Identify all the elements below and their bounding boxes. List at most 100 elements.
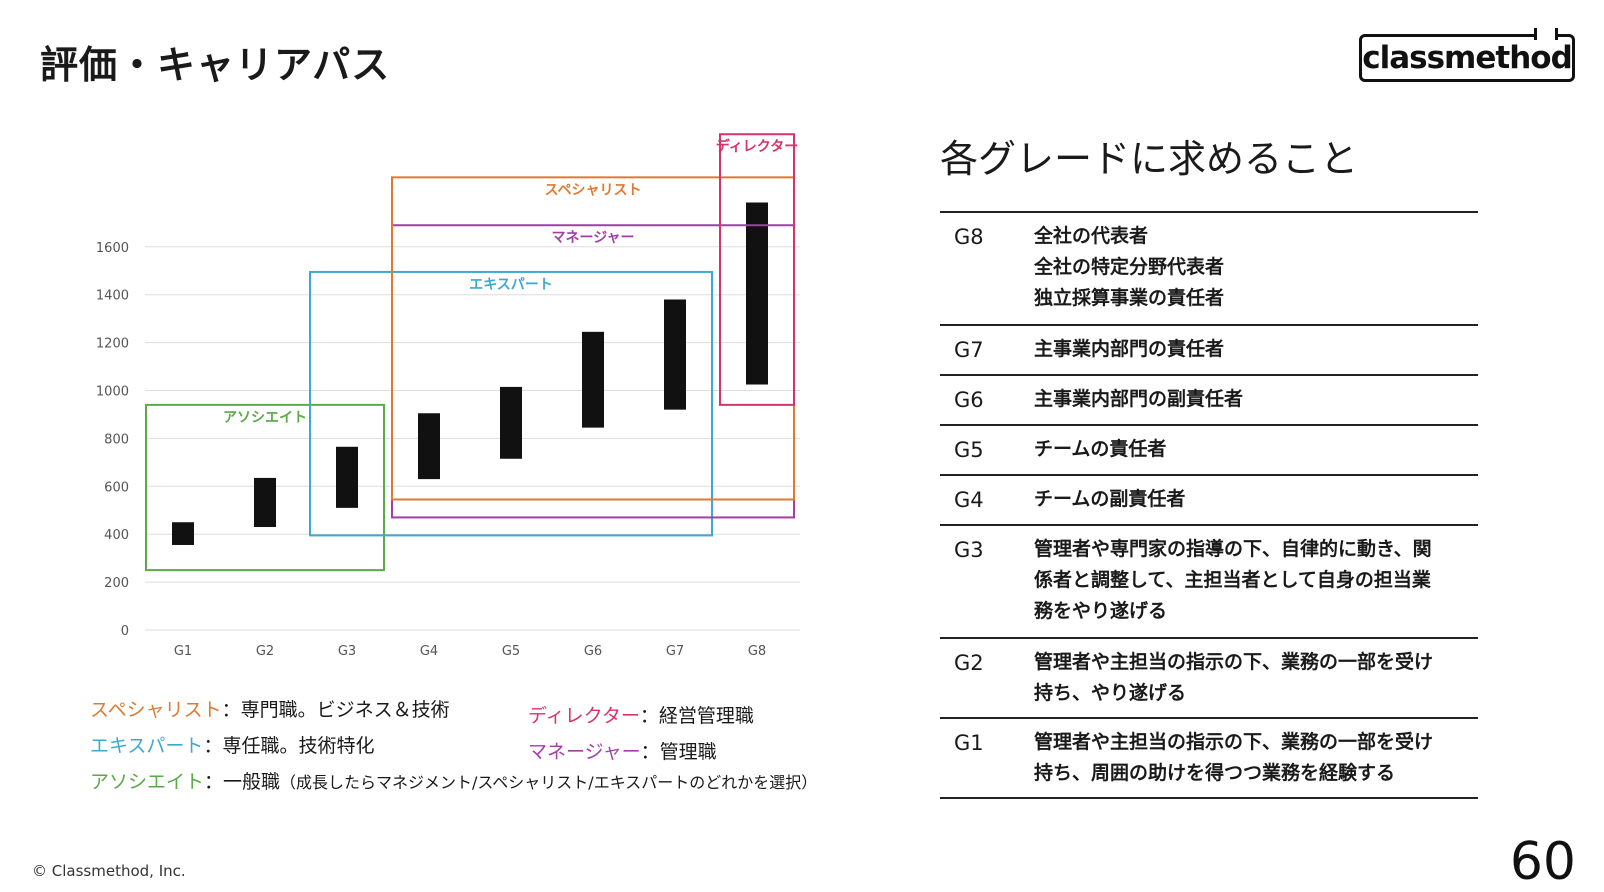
- legend-specialist-role: スペシャリスト: [90, 699, 222, 721]
- grades-panel-title: 各グレードに求めること: [940, 137, 1359, 181]
- grade-code: G7: [954, 338, 984, 362]
- grades-table: G8 全社の代表者 全社の特定分野代表者 独立採算事業の責任者 G7 主事業内部…: [940, 211, 1478, 799]
- grade-description: チームの責任者: [1034, 434, 1478, 474]
- grade-code: G1: [954, 731, 984, 755]
- legend-specialist: スペシャリスト：専門職。ビジネス＆技術: [90, 695, 450, 722]
- role-box-0: [145, 403, 385, 572]
- grade-row-g4: G4 チームの副責任者: [940, 476, 1478, 526]
- grade-line: 管理者や主担当の指示の下、業務の一部を受け: [1034, 731, 1434, 753]
- role-box-label: スペシャリスト: [544, 182, 641, 198]
- grade-code: G3: [954, 538, 984, 562]
- grade-description: 管理者や主担当の指示の下、業務の一部を受け 持ち、やり遂げる: [1034, 647, 1478, 717]
- grade-line: 管理者や専門家の指導の下、自律的に動き、関: [1034, 538, 1432, 560]
- grade-description: 主事業内部門の責任者: [1034, 334, 1478, 374]
- range-bar-g1: [172, 522, 194, 545]
- y-tick-label: 1000: [96, 385, 129, 400]
- grade-row-g5: G5 チームの責任者: [940, 426, 1478, 476]
- role-box-1: [309, 270, 713, 537]
- legend-associate: アソシエイト：一般職（成長したらマネジメント/スペシャリスト/エキスパートのどれ…: [90, 767, 817, 794]
- grade-description: 管理者や主担当の指示の下、業務の一部を受け 持ち、周囲の助けを得つつ業務を経験す…: [1034, 727, 1478, 797]
- role-box-4: [719, 133, 795, 406]
- grade-line: 係者と調整して、主担当者として自身の担当業: [1034, 569, 1431, 591]
- legend-expert-role: エキスパート: [90, 735, 204, 757]
- grade-line: 管理者や主担当の指示の下、業務の一部を受け: [1034, 651, 1434, 673]
- legend-associate-desc: ：一般職: [204, 771, 281, 793]
- grade-code: G8: [954, 225, 984, 249]
- y-tick-label: 800: [104, 432, 129, 447]
- logo-text: classmethod: [1362, 40, 1573, 76]
- chart-grid: [145, 246, 800, 631]
- range-bar-g7: [664, 299, 686, 410]
- y-tick-label: 600: [104, 480, 129, 495]
- range-bar-g4: [418, 413, 440, 480]
- page-title: 評価・キャリアパス: [40, 43, 391, 87]
- grade-description: 管理者や専門家の指導の下、自律的に動き、関 係者と調整して、主担当者として自身の…: [1034, 534, 1478, 637]
- legend-associate-note: （成長したらマネジメント/スペシャリスト/エキスパートのどれかを選択）: [280, 773, 818, 792]
- legend-expert-desc: ：専任職。技術特化: [203, 735, 375, 757]
- grade-row-g7: G7 主事業内部門の責任者: [940, 326, 1478, 376]
- legend-director-role: ディレクター: [528, 705, 640, 727]
- copyright: © Classmethod, Inc.: [32, 862, 186, 880]
- grade-line: 全社の特定分野代表者: [1034, 256, 1225, 278]
- grade-line: 主事業内部門の責任者: [1034, 338, 1225, 360]
- legend-director-desc: ：経営管理職: [639, 705, 754, 727]
- grade-line: 全社の代表者: [1034, 225, 1149, 247]
- legend-specialist-desc: ：専門職。ビジネス＆技術: [221, 699, 450, 721]
- grade-line: 務をやり遂げる: [1034, 600, 1168, 622]
- range-bar-g8: [746, 202, 768, 385]
- page-number: 60: [1509, 832, 1576, 892]
- legend-manager-desc: ：管理職: [640, 741, 717, 763]
- role-box-label: エキスパート: [469, 277, 553, 293]
- legend-manager-role: マネージャー: [528, 741, 641, 763]
- grade-row-g8: G8 全社の代表者 全社の特定分野代表者 独立採算事業の責任者: [940, 213, 1478, 326]
- y-tick-label: 1600: [96, 241, 129, 256]
- grade-row-g2: G2 管理者や主担当の指示の下、業務の一部を受け 持ち、やり遂げる: [940, 639, 1478, 719]
- x-tick-label: G6: [584, 644, 602, 659]
- x-tick-label: G5: [502, 644, 520, 659]
- y-tick-label: 0: [121, 624, 129, 639]
- x-tick-label: G2: [256, 644, 274, 659]
- grade-code: G6: [954, 388, 984, 412]
- grade-line: 持ち、やり遂げる: [1034, 682, 1187, 704]
- chart-y-ticks: 0 200 400 600 800 1000 1200 1400 1600: [96, 241, 129, 639]
- range-bar-g6: [582, 331, 604, 428]
- range-bar-g3: [336, 446, 358, 508]
- y-tick-label: 1200: [96, 337, 129, 352]
- grade-code: G5: [954, 438, 984, 462]
- x-tick-label: G4: [420, 644, 438, 659]
- grade-row-g3: G3 管理者や専門家の指導の下、自律的に動き、関 係者と調整して、主担当者として…: [940, 526, 1478, 639]
- grade-line: チームの副責任者: [1034, 488, 1186, 510]
- grade-description: 主事業内部門の副責任者: [1034, 384, 1478, 424]
- grade-description: 全社の代表者 全社の特定分野代表者 独立採算事業の責任者: [1034, 221, 1478, 324]
- grade-description: チームの副責任者: [1034, 484, 1478, 524]
- y-tick-label: 1400: [96, 289, 129, 304]
- x-tick-label: G1: [174, 644, 192, 659]
- chart-bars: [172, 202, 768, 545]
- grade-line: チームの責任者: [1034, 438, 1167, 460]
- grade-row-g1: G1 管理者や主担当の指示の下、業務の一部を受け 持ち、周囲の助けを得つつ業務を…: [940, 719, 1478, 799]
- range-bar-g2: [254, 477, 276, 528]
- grade-line: 独立採算事業の責任者: [1034, 287, 1225, 309]
- role-box-label: マネージャー: [551, 230, 634, 246]
- role-box-label: ディレクター: [716, 138, 798, 155]
- logo-notch: [1534, 28, 1558, 40]
- x-tick-label: G7: [666, 644, 684, 659]
- y-tick-label: 200: [104, 576, 129, 591]
- grade-line: 持ち、周囲の助けを得つつ業務を経験する: [1034, 762, 1396, 784]
- grade-row-g6: G6 主事業内部門の副責任者: [940, 376, 1478, 426]
- chart-x-ticks: G1 G2 G3 G4 G5 G6 G7 G8: [174, 644, 766, 659]
- grade-code: G4: [954, 488, 984, 512]
- x-tick-label: G8: [748, 644, 766, 659]
- role-box-label: アソシエイト: [223, 410, 307, 426]
- legend-expert: エキスパート：専任職。技術特化: [90, 731, 374, 758]
- range-bar-g5: [500, 386, 522, 459]
- classmethod-logo: classmethod: [1359, 28, 1575, 82]
- legend-director: ディレクター：経営管理職: [528, 701, 754, 728]
- career-range-chart: 0 200 400 600 800 1000 1200 1400 1600 G1 G2 G3 G4 G5…: [96, 133, 800, 659]
- grade-code: G2: [954, 651, 984, 675]
- legend-associate-role: アソシエイト: [90, 771, 205, 793]
- legend-manager: マネージャー：管理職: [528, 737, 717, 764]
- y-tick-label: 400: [104, 528, 129, 543]
- x-tick-label: G3: [338, 644, 356, 659]
